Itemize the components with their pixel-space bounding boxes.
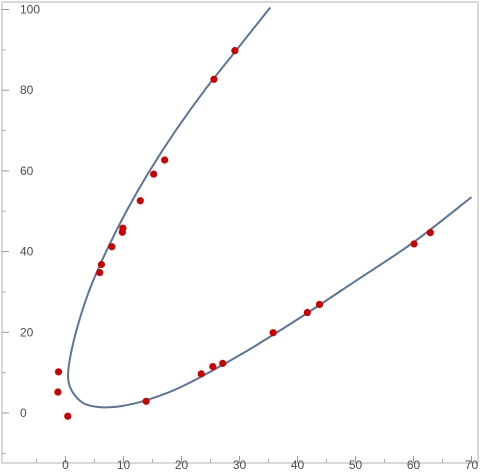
data-point (210, 75, 218, 83)
data-point (119, 224, 127, 232)
fitted-curve (66, 6, 473, 409)
data-point (219, 359, 227, 367)
data-point (315, 300, 324, 309)
x-tick-label: 10 (117, 458, 131, 472)
data-point (303, 308, 311, 317)
data-point (150, 170, 158, 178)
data-point (231, 47, 239, 55)
x-tick-label: 50 (349, 458, 363, 472)
y-tick-label: 20 (20, 325, 34, 339)
x-tick-label: 40 (291, 458, 305, 472)
data-point (142, 397, 150, 405)
data-point (426, 229, 434, 237)
data-point (54, 368, 63, 376)
x-tick-label: 0 (62, 458, 69, 472)
y-tick-label: 40 (20, 245, 34, 259)
x-axis: 0 10 20 30 40 50 60 70 (36, 456, 479, 472)
data-point (97, 260, 106, 269)
x-tick-label: 60 (407, 458, 421, 472)
x-tick-label: 20 (175, 458, 189, 472)
data-point (269, 329, 277, 337)
data-point (54, 388, 62, 396)
y-tick-label: 0 (20, 406, 27, 420)
data-point (161, 156, 169, 164)
data-point (410, 240, 418, 248)
data-point (209, 362, 217, 371)
data-point (136, 197, 144, 205)
data-point (96, 268, 104, 277)
data-point (64, 412, 72, 420)
y-tick-label: 60 (20, 164, 34, 178)
data-point (108, 243, 116, 251)
data-point (197, 370, 205, 378)
x-tick-label: 70 (465, 458, 479, 472)
data-points (54, 47, 434, 420)
y-axis: 0 20 40 60 80 100 (2, 3, 40, 454)
y-tick-label: 100 (20, 3, 40, 17)
x-tick-label: 30 (233, 458, 247, 472)
y-tick-label: 80 (20, 83, 34, 97)
fitted-curves (66, 6, 473, 409)
